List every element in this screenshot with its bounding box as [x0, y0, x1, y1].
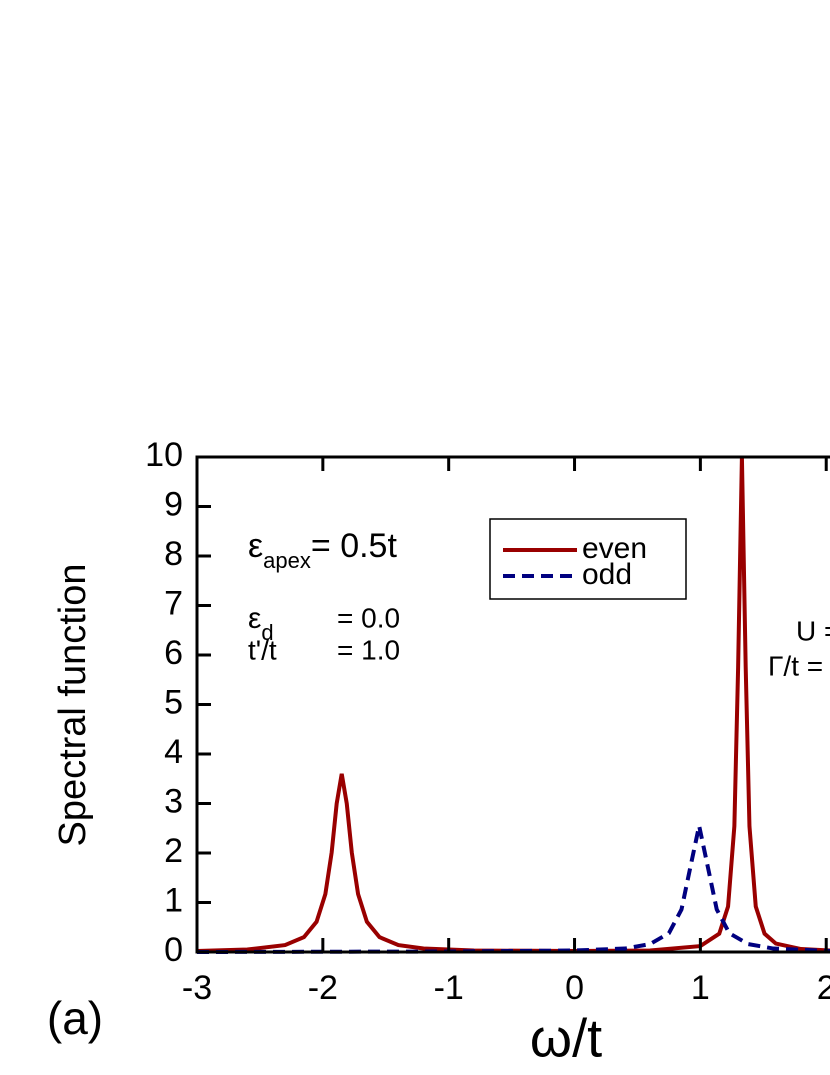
y-tick-label: 1: [164, 881, 183, 919]
annotation-subscript: apex: [263, 548, 311, 573]
annotation-text: = 0.5t: [311, 527, 398, 565]
y-axis-label: Spectral function: [52, 563, 94, 846]
x-tick-label: -3: [182, 969, 212, 1007]
annotation-text: = 1.0: [337, 634, 400, 665]
y-tick-label: 5: [164, 683, 183, 721]
x-tick-label: 2: [817, 969, 830, 1007]
y-tick-label: 0: [164, 931, 183, 969]
x-tick-label: 0: [565, 969, 584, 1007]
y-tick-label: 7: [164, 584, 183, 622]
annotation-text: = 0.0: [337, 602, 400, 633]
axes-frame: [195, 455, 830, 954]
x-tick-label: -2: [308, 969, 338, 1007]
annotation: εd: [248, 602, 274, 645]
annotation-text: U =: [796, 615, 830, 646]
x-tick-label: 1: [691, 969, 710, 1007]
x-axis-label: ω/t: [530, 1008, 602, 1068]
y-tick-label: 10: [145, 436, 183, 474]
annotation-label: t'/t: [248, 634, 277, 665]
annotation-subscript: d: [261, 620, 273, 645]
y-tick-label: 6: [164, 634, 183, 672]
annotation: εapex= 0.5t: [248, 527, 397, 573]
legend-box: [489, 518, 687, 600]
panel-label: (a): [47, 992, 103, 1044]
annotation-symbol: ε: [248, 527, 263, 565]
y-tick-label: 3: [164, 782, 183, 820]
y-tick-label: 2: [164, 832, 183, 870]
y-tick-label: 4: [164, 733, 183, 771]
y-tick-label: 8: [164, 535, 183, 573]
legend-label: odd: [582, 558, 632, 591]
legend-label: even: [582, 532, 647, 565]
y-tick-label: 9: [164, 485, 183, 523]
x-tick-label: -1: [434, 969, 464, 1007]
annotation-symbol: ε: [248, 602, 261, 635]
series-line: [196, 825, 830, 954]
annotation-text: Γ/t =: [768, 650, 823, 681]
